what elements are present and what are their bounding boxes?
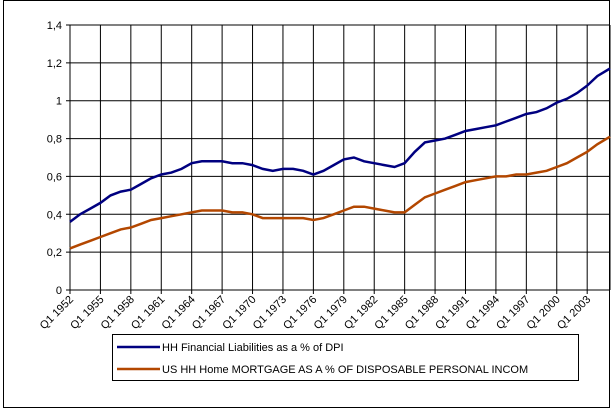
- legend-label: HH Financial Liabilities as a % of DPI: [162, 342, 344, 354]
- x-tick-label: Q1 2003: [555, 294, 593, 332]
- y-tick-label: 0,6: [47, 171, 62, 183]
- y-tick-label: 0,4: [47, 209, 62, 221]
- y-tick-label: 0,8: [47, 134, 62, 146]
- y-tick-label: 0,2: [47, 247, 62, 259]
- y-tick-label: 1,4: [47, 20, 62, 32]
- legend-label: US HH Home MORTGAGE AS A % OF DISPOSABLE…: [162, 364, 528, 376]
- series-line: [69, 67, 611, 223]
- y-tick-label: 1,2: [47, 58, 62, 70]
- series-line: [69, 135, 611, 250]
- legend-box: [112, 334, 579, 381]
- y-tick-label: 1: [56, 96, 62, 108]
- y-tick-label: 0: [56, 285, 62, 297]
